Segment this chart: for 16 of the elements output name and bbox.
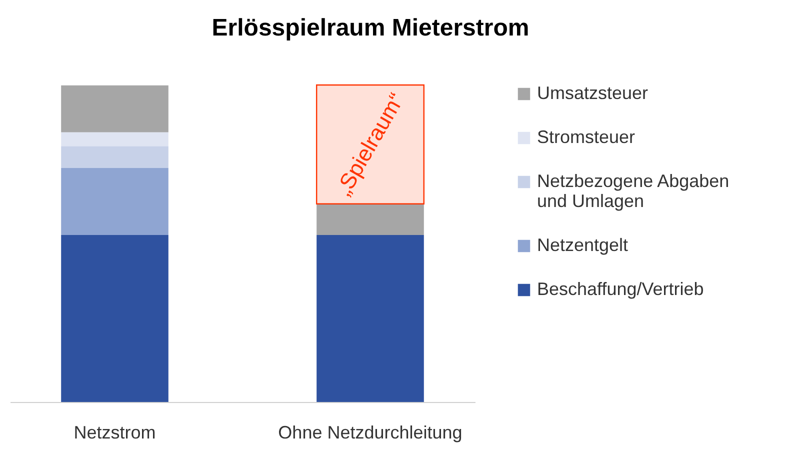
bar (316, 84, 424, 204)
bar (61, 85, 168, 132)
bar (316, 204, 424, 235)
bar (61, 168, 168, 235)
legend-label: Umsatzsteuer (537, 83, 648, 103)
bar (61, 234, 168, 402)
chart-title: Erlösspielraum Mieterstrom (212, 14, 530, 42)
bar (316, 234, 424, 402)
legend-label: Netzbezogene Abgaben und Umlagen (537, 171, 730, 211)
bar (61, 132, 168, 146)
x-tick-label: Netzstrom (74, 422, 156, 442)
legend-label: Stromsteuer (537, 127, 636, 147)
legend-label: Beschaffung/Vertrieb (537, 279, 704, 299)
x-tick-label: Ohne Netzdurchleitung (278, 422, 462, 442)
legend-label: Netzentgelt (537, 235, 628, 255)
bar (61, 146, 168, 168)
